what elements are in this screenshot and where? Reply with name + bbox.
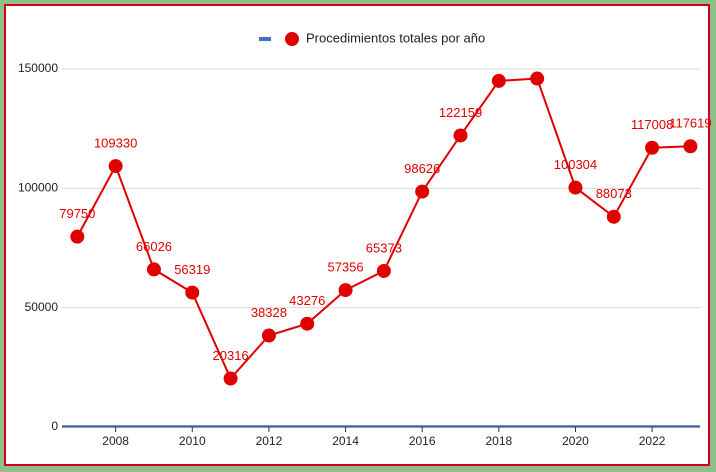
data-label: 65373 — [366, 240, 402, 255]
x-tick-label: 2014 — [332, 434, 359, 448]
y-tick-label: 150000 — [18, 61, 58, 75]
point — [491, 73, 506, 88]
data-label: 88073 — [596, 186, 632, 201]
point — [683, 139, 698, 154]
data-label: 117619 — [669, 116, 711, 131]
x-tick-label: 2020 — [562, 434, 589, 448]
point — [223, 371, 238, 386]
legend-icon-decor — [259, 37, 271, 41]
data-label: 79750 — [59, 206, 95, 221]
point — [70, 229, 85, 244]
data-label: 66026 — [136, 239, 172, 254]
data-label: 122159 — [439, 105, 482, 120]
x-tick-label: 2016 — [409, 434, 436, 448]
point — [185, 285, 200, 300]
data-label: 100304 — [554, 157, 597, 172]
y-tick-label: 50000 — [25, 300, 59, 314]
point — [415, 184, 430, 199]
x-tick-label: 2008 — [102, 434, 129, 448]
chart-frame — [4, 4, 710, 466]
point — [261, 328, 276, 343]
point — [300, 316, 315, 331]
data-label: 56319 — [174, 262, 210, 277]
x-tick-label: 2022 — [639, 434, 666, 448]
point — [453, 128, 468, 143]
data-label: 117008 — [631, 117, 673, 132]
legend-label: Procedimientos totales por año — [306, 30, 485, 45]
point — [376, 263, 391, 278]
point — [568, 180, 583, 195]
data-label: 109330 — [94, 136, 137, 151]
data-label: 38328 — [251, 305, 287, 320]
data-label: 20316 — [213, 348, 249, 363]
data-label: 43276 — [289, 293, 325, 308]
point — [146, 262, 161, 277]
point — [530, 71, 545, 86]
x-tick-label: 2012 — [256, 434, 283, 448]
y-tick-label: 100000 — [18, 181, 58, 195]
legend-marker — [285, 32, 299, 46]
series-line — [76, 77, 691, 381]
y-tick-label: 0 — [51, 419, 58, 433]
point — [338, 283, 353, 298]
data-label: 57356 — [327, 260, 363, 275]
x-tick-label: 2018 — [485, 434, 512, 448]
point — [108, 159, 123, 174]
point — [606, 209, 621, 224]
point — [645, 140, 660, 155]
data-label: 98626 — [404, 161, 440, 176]
x-tick-label: 2010 — [179, 434, 206, 448]
